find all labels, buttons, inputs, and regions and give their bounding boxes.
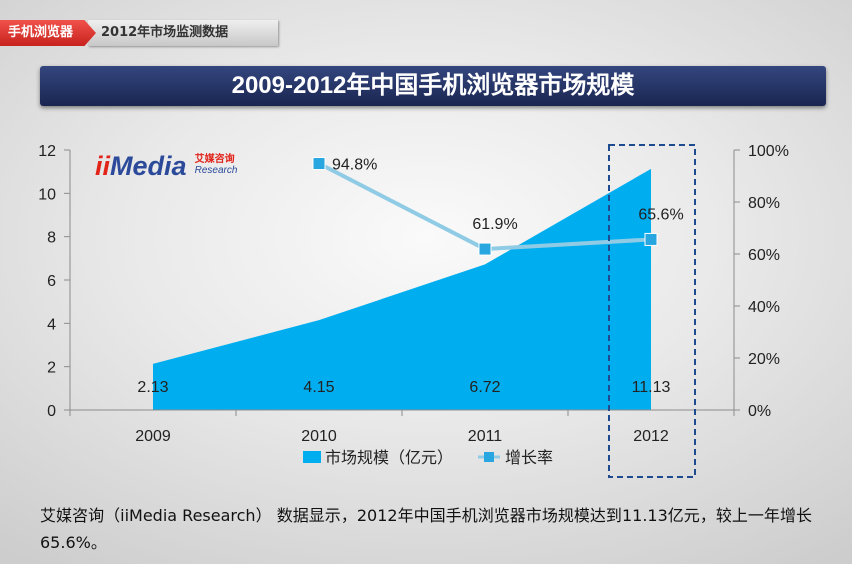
logo-english-name: Research bbox=[194, 165, 238, 176]
data-label-growth-rate: 61.9% bbox=[472, 216, 517, 233]
data-label-growth-rate: 65.6% bbox=[638, 206, 683, 223]
highlight-box-2012 bbox=[608, 144, 696, 478]
section-subtitle-tag: 2012年市场监测数据 bbox=[88, 20, 278, 46]
data-label-market-size: 2.13 bbox=[137, 379, 168, 396]
x-category-label: 2011 bbox=[468, 428, 503, 445]
legend-label-market-size: 市场规模（亿元） bbox=[325, 449, 453, 467]
y-right-tick-label: 20% bbox=[748, 351, 780, 368]
data-label-market-size: 11.13 bbox=[632, 379, 671, 396]
y-right-tick-label: 80% bbox=[748, 195, 780, 212]
category-tag: 手机浏览器 bbox=[0, 20, 96, 46]
y-left-tick-label: 12 bbox=[38, 143, 56, 160]
x-category-label: 2009 bbox=[135, 428, 171, 445]
logo-chinese-name: 艾媒咨询 bbox=[194, 154, 235, 165]
y-right-tick-label: 0% bbox=[748, 403, 771, 420]
y-left-tick-label: 8 bbox=[47, 230, 56, 247]
logo-subtext: 艾媒咨询 Research bbox=[195, 150, 238, 182]
y-left-tick-label: 2 bbox=[47, 360, 56, 377]
y-left-tick-label: 6 bbox=[47, 273, 56, 290]
footnote-text: 艾媒咨询（iiMedia Research） 数据显示，2012年中国手机浏览器… bbox=[40, 506, 812, 552]
x-category-label: 2010 bbox=[301, 428, 337, 445]
legend-swatch-growth-marker bbox=[484, 452, 494, 462]
market-size-area bbox=[153, 168, 651, 410]
y-left-tick-label: 4 bbox=[47, 316, 56, 333]
logo-mark-red: ii bbox=[95, 151, 111, 181]
y-right-tick-label: 60% bbox=[748, 247, 780, 264]
legend-swatch-market-size bbox=[303, 451, 321, 463]
y-right-tick-label: 100% bbox=[748, 143, 789, 160]
legend-label-growth-rate: 增长率 bbox=[505, 449, 553, 467]
y-left-tick-label: 0 bbox=[47, 403, 56, 420]
growth-rate-marker bbox=[312, 157, 326, 171]
logo-mark-blue: Media bbox=[110, 151, 187, 181]
y-right-tick-label: 40% bbox=[748, 299, 780, 316]
iimedia-logo: iiMedia 艾媒咨询 Research bbox=[95, 150, 237, 182]
x-category-label: 2012 bbox=[633, 428, 669, 445]
y-left-tick-label: 10 bbox=[38, 186, 56, 203]
chart-title: 2009-2012年中国手机浏览器市场规模 bbox=[40, 66, 826, 106]
data-label-market-size: 6.72 bbox=[469, 379, 500, 396]
growth-rate-marker bbox=[644, 232, 658, 246]
growth-rate-marker bbox=[478, 242, 492, 256]
data-label-market-size: 4.15 bbox=[303, 379, 334, 396]
data-label-growth-rate: 94.8% bbox=[332, 157, 377, 174]
